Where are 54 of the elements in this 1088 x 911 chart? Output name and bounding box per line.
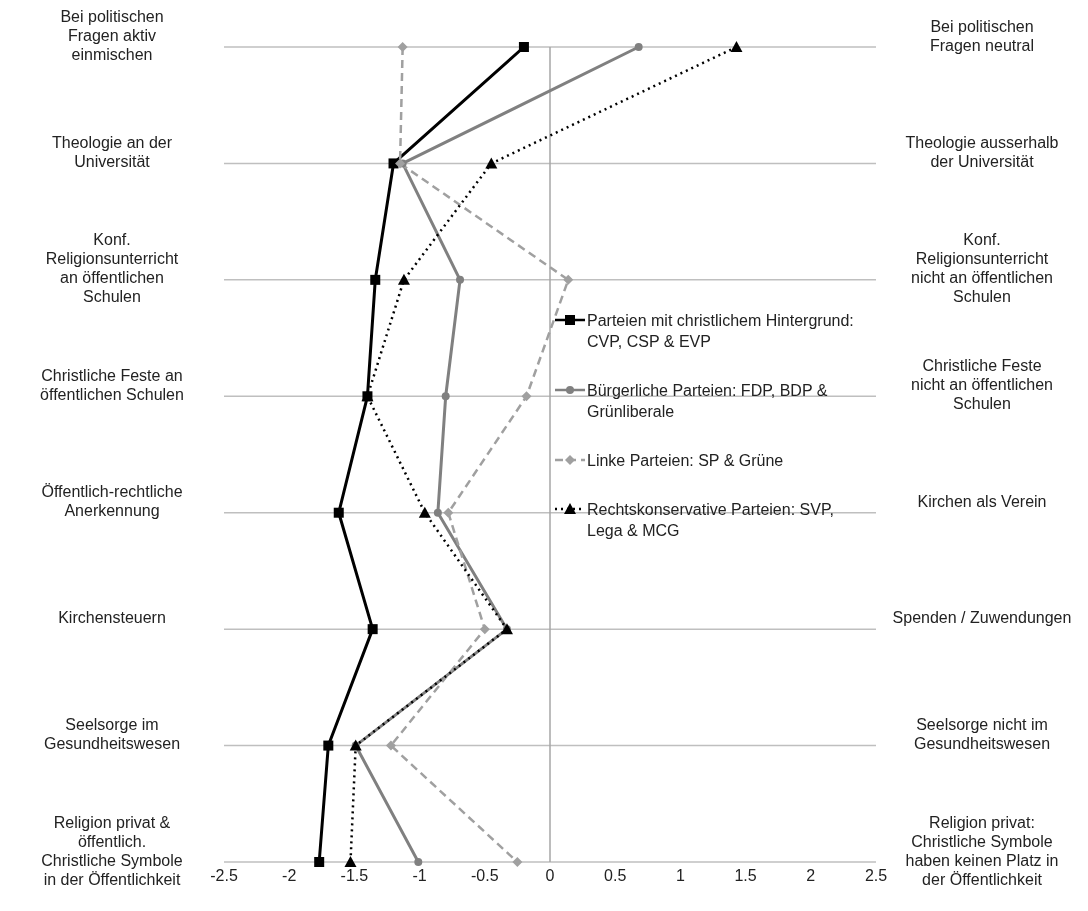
point bbox=[456, 275, 465, 284]
y2-tick-label: Seelsorge nicht im Gesundheitswesen bbox=[913, 716, 1051, 753]
point bbox=[385, 740, 396, 751]
y-tick-label: Öffentlich-rechtliche Anerkennung bbox=[41, 483, 183, 520]
point bbox=[397, 273, 410, 285]
y-tick-label: Religion privat & öffentlich. Christliche Symbole in der Öffentlichkeit bbox=[41, 813, 183, 888]
x-tick-label: -1 bbox=[412, 867, 427, 885]
point bbox=[634, 43, 643, 51]
x-tick-label: 2 bbox=[806, 867, 816, 885]
x-tick-label: 1 bbox=[675, 867, 685, 885]
y-tick-label: Theologie an der Universität bbox=[51, 133, 173, 170]
y2-tick-label: Spenden / Zuwendungen bbox=[892, 609, 1072, 627]
point bbox=[370, 274, 381, 285]
y2-tick-label: Konf. Religionsunterricht nicht an öffentlichen Schulen bbox=[910, 231, 1054, 306]
point bbox=[443, 507, 454, 518]
y2-tick-label: Theologie ausserhalb der Universität bbox=[905, 133, 1059, 170]
x-tick-label: 0.5 bbox=[604, 867, 627, 885]
point bbox=[512, 857, 523, 867]
point bbox=[323, 740, 334, 751]
point bbox=[518, 42, 529, 52]
point bbox=[397, 42, 408, 52]
y-tick-label: Seelsorge im Gesundheitswesen bbox=[43, 716, 181, 753]
x-tick-label: -2.5 bbox=[210, 867, 238, 885]
y-tick-label: Konf. Religionsunterricht an öffentlichen Schulen bbox=[45, 231, 179, 306]
point bbox=[314, 857, 325, 867]
y2-tick-label: Religion privat: Christliche Symbole haben keinen Platz in der Öffentlichkeit bbox=[905, 813, 1059, 888]
y2-tick-label: Christliche Feste nicht an öffentlichen Schulen bbox=[910, 357, 1054, 413]
y-tick-label: Bei politischen Fragen aktiv einmischen bbox=[60, 8, 164, 63]
point bbox=[414, 858, 423, 866]
x-tick-label: 2.5 bbox=[864, 867, 888, 885]
legend-label: Parteien mit christlichem Hintergrund: CVP, CSP & EVP bbox=[587, 311, 855, 352]
point bbox=[418, 506, 431, 518]
point bbox=[563, 274, 574, 285]
x-tick-label: -1.5 bbox=[340, 867, 369, 885]
point bbox=[441, 392, 450, 401]
legend-label: Linke Parteien: SP & Grüne bbox=[587, 451, 784, 471]
point bbox=[485, 157, 498, 169]
point bbox=[333, 507, 344, 518]
y2-tick-label: Bei politischen Fragen neutral bbox=[929, 17, 1035, 54]
point bbox=[367, 624, 378, 635]
y-tick-label: Christliche Feste an öffentlichen Schulen bbox=[40, 366, 184, 403]
x-tick-label: -2 bbox=[282, 867, 297, 885]
legend-label: Rechtskonservative Parteien: SVP, Lega & MCG bbox=[587, 500, 835, 541]
y-tick-label: Kirchensteuern bbox=[58, 609, 166, 627]
x-tick-label: -0.5 bbox=[471, 867, 499, 885]
point bbox=[344, 856, 357, 867]
x-tick-label: 0 bbox=[545, 867, 555, 885]
legend-label: Bürgerliche Parteien: FDP, BDP & Grünliberale bbox=[587, 381, 829, 422]
point bbox=[730, 41, 743, 52]
point bbox=[433, 508, 442, 517]
y2-tick-label: Kirchen als Verein bbox=[917, 492, 1047, 510]
point bbox=[479, 624, 490, 635]
x-tick-label: 1.5 bbox=[734, 867, 757, 885]
point bbox=[521, 391, 532, 402]
